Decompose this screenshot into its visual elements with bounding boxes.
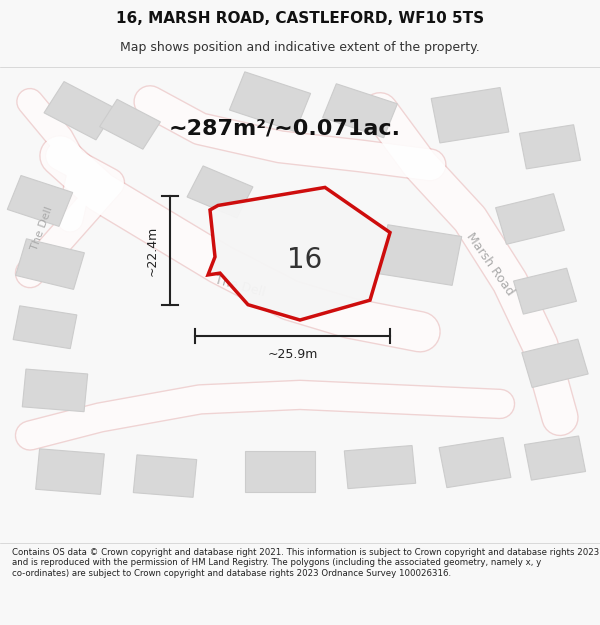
Polygon shape: [520, 125, 581, 169]
Text: Map shows position and indicative extent of the property.: Map shows position and indicative extent…: [120, 41, 480, 54]
Polygon shape: [7, 176, 73, 226]
Text: Marsh Road: Marsh Road: [464, 230, 517, 298]
Polygon shape: [13, 306, 77, 349]
Polygon shape: [245, 451, 315, 492]
Text: 16, MARSH ROAD, CASTLEFORD, WF10 5TS: 16, MARSH ROAD, CASTLEFORD, WF10 5TS: [116, 11, 484, 26]
Polygon shape: [378, 225, 462, 286]
Polygon shape: [514, 268, 577, 314]
Text: Contains OS data © Crown copyright and database right 2021. This information is : Contains OS data © Crown copyright and d…: [12, 548, 599, 578]
Polygon shape: [208, 188, 390, 320]
Polygon shape: [524, 436, 586, 480]
Polygon shape: [496, 194, 565, 244]
Polygon shape: [522, 339, 588, 388]
Polygon shape: [44, 82, 116, 140]
Text: ~287m²/~0.071ac.: ~287m²/~0.071ac.: [169, 119, 401, 139]
Text: 16: 16: [287, 246, 323, 274]
Polygon shape: [35, 449, 104, 494]
Text: The Dell: The Dell: [29, 205, 55, 251]
Polygon shape: [323, 84, 397, 138]
Text: ~22.4m: ~22.4m: [146, 226, 158, 276]
Polygon shape: [100, 99, 160, 149]
Polygon shape: [16, 239, 85, 289]
Text: ~25.9m: ~25.9m: [268, 348, 317, 361]
Text: The Dell: The Dell: [214, 274, 266, 299]
Polygon shape: [133, 455, 197, 498]
Polygon shape: [439, 438, 511, 488]
Polygon shape: [344, 446, 416, 489]
Polygon shape: [22, 369, 88, 412]
Polygon shape: [229, 72, 311, 132]
Polygon shape: [431, 88, 509, 143]
Polygon shape: [187, 166, 253, 218]
